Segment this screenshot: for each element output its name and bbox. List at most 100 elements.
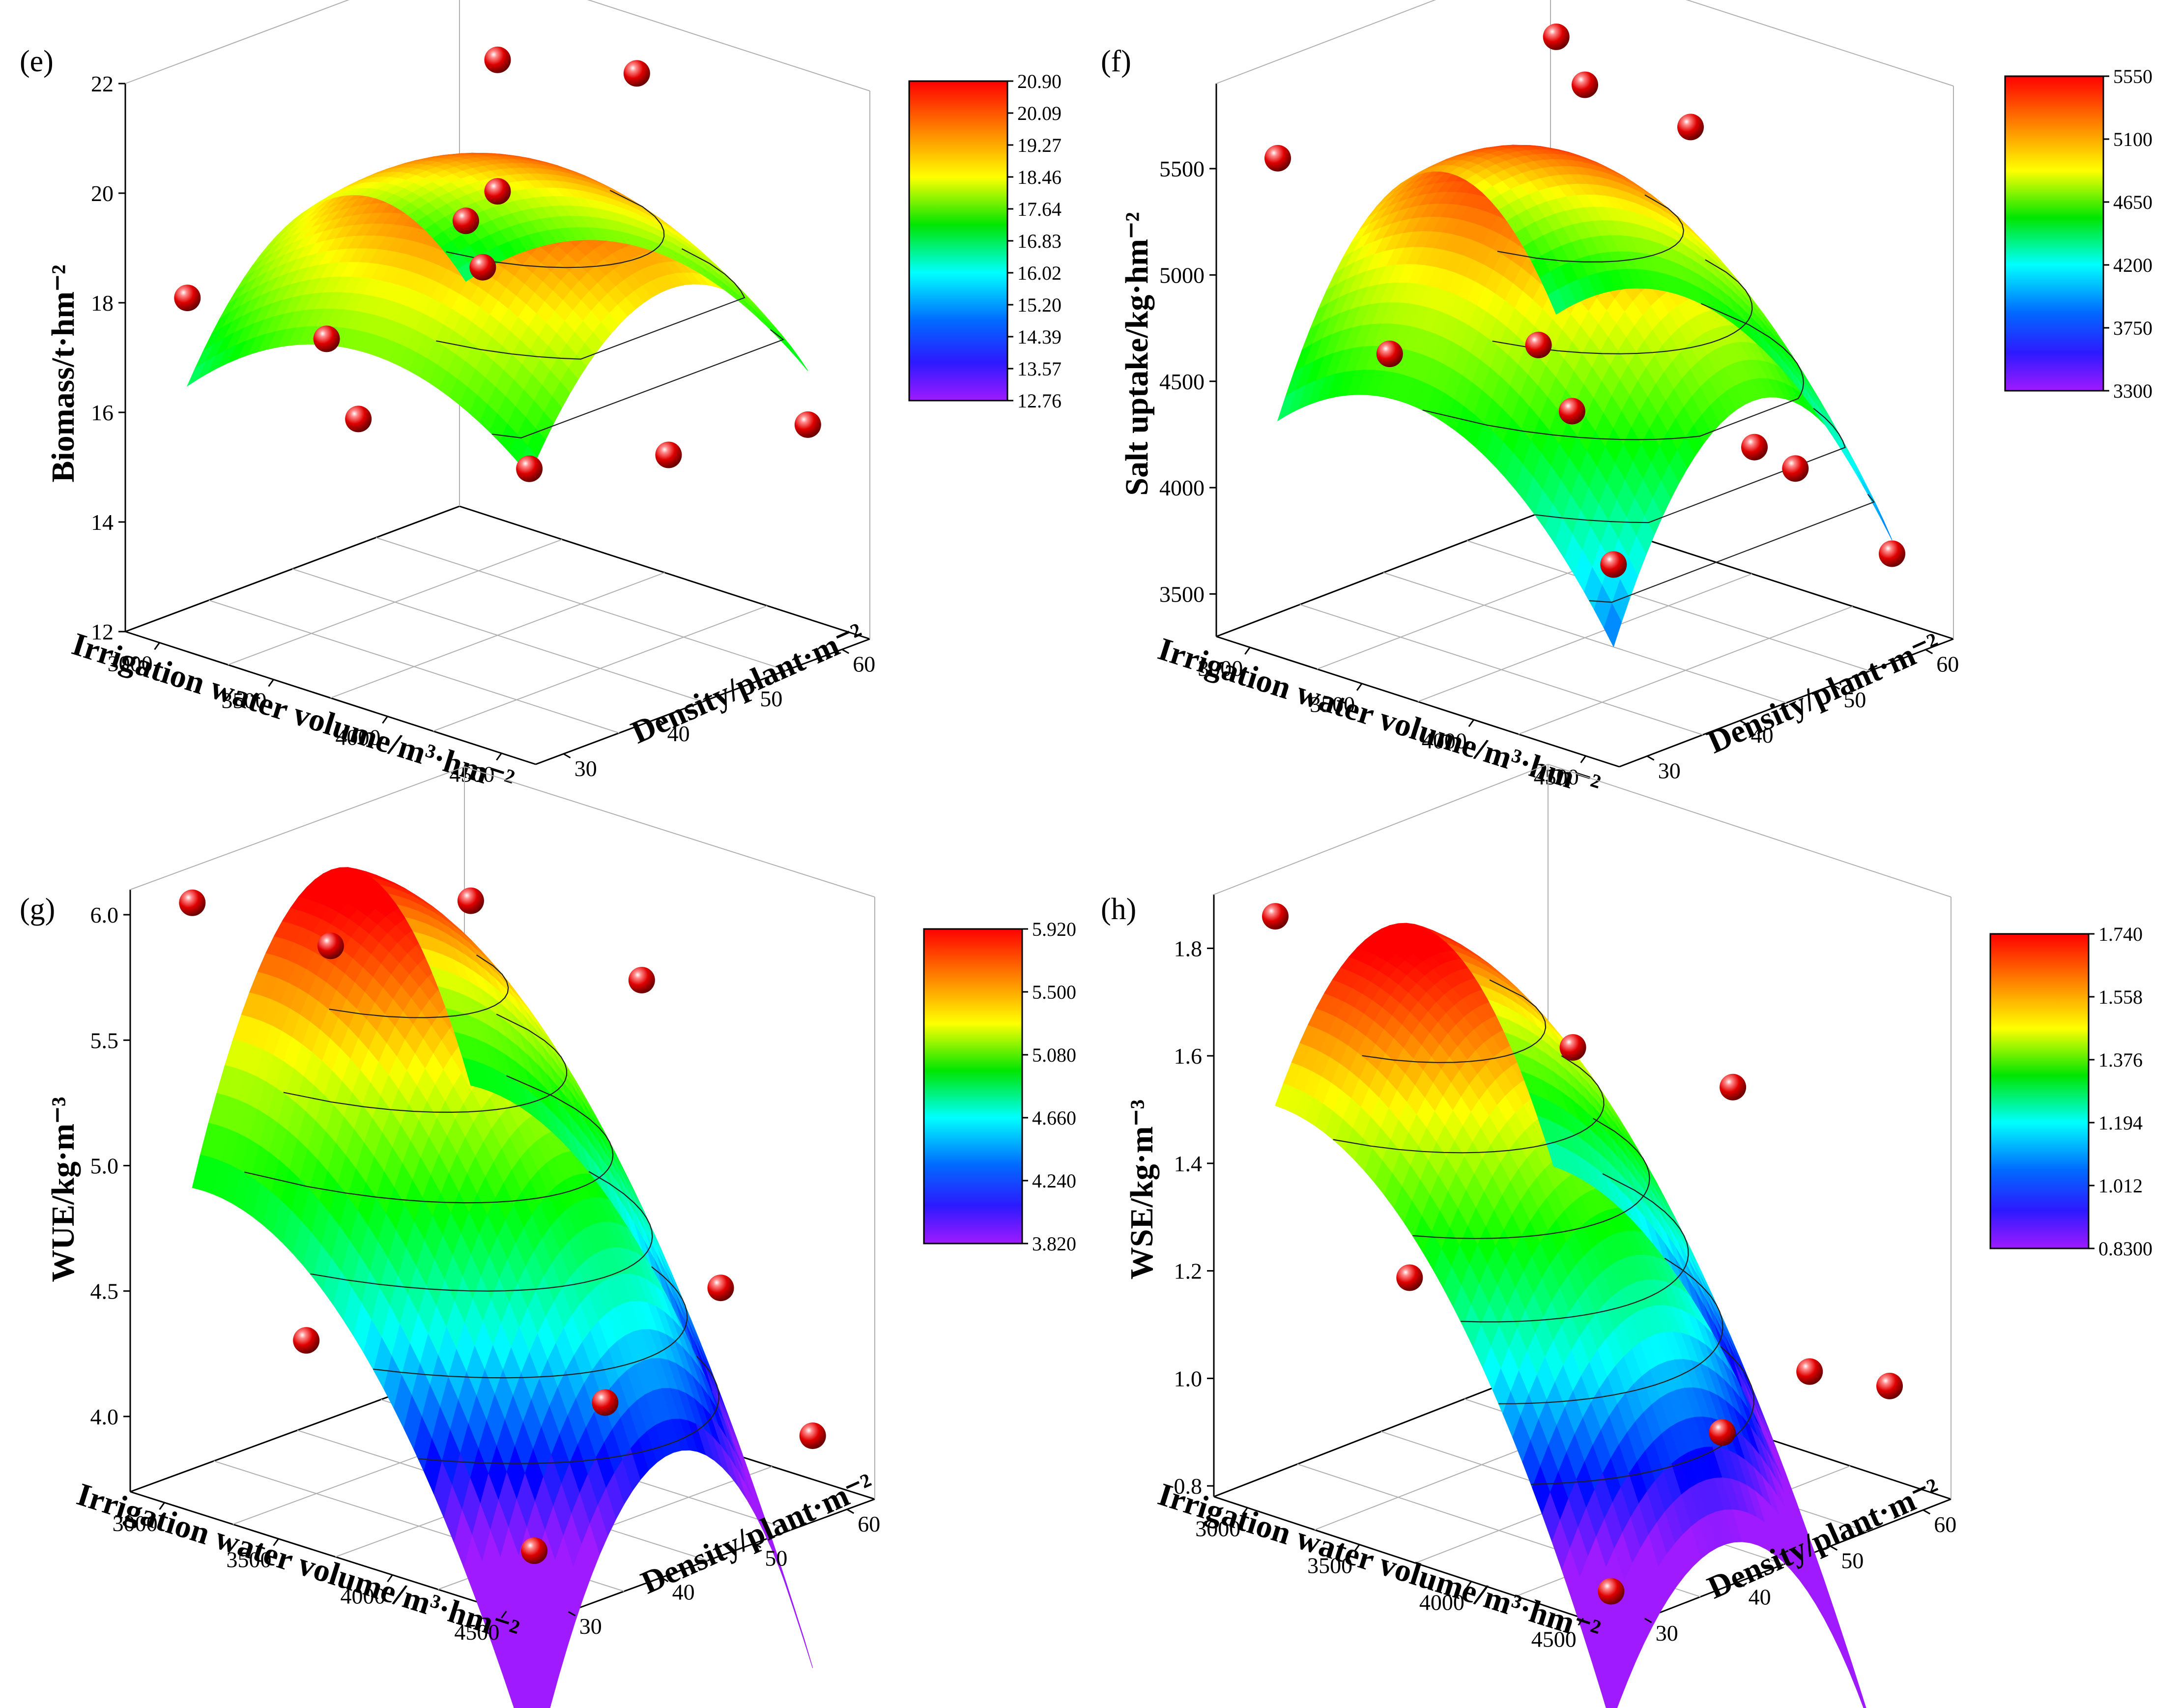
x-tick-mark — [154, 642, 160, 650]
z-axis-title: Salt uptake/kg·hm⁻² — [1119, 212, 1155, 495]
z-tick-label: 5.0 — [90, 1154, 119, 1179]
y-axis-title: Density/plant·m⁻² — [1702, 626, 1946, 760]
axis-box-edge — [130, 766, 465, 890]
z-tick-label: 4.5 — [90, 1279, 119, 1304]
observed-point — [1782, 455, 1809, 482]
y-tick-mark — [1646, 755, 1655, 761]
surface-facet — [1863, 1702, 1866, 1708]
axis-box-edge — [125, 0, 350, 84]
observed-point — [1559, 1034, 1586, 1061]
y-tick-mark — [656, 718, 664, 724]
floor-gridline — [292, 568, 703, 702]
surface-facet — [1826, 415, 1845, 449]
y-tick-label: 60 — [858, 1511, 880, 1536]
axis-box-edge — [464, 766, 875, 897]
colorbar-tick-label: 4200 — [2113, 254, 2152, 276]
observed-point — [293, 1327, 320, 1354]
z-tick-label: 14 — [91, 510, 114, 535]
panel-label: (e) — [20, 45, 54, 78]
colorbar-tick-label: 1.194 — [2098, 1112, 2143, 1134]
contour-line — [446, 190, 665, 268]
observed-point — [794, 411, 821, 438]
surface-facet — [1851, 1663, 1866, 1708]
colorbar-tick-label: 20.09 — [1017, 102, 1062, 124]
axis-box-edge — [1213, 764, 1549, 895]
observed-point — [1525, 331, 1552, 358]
colorbar-tick-label: 14.39 — [1017, 326, 1062, 348]
observed-point — [1600, 551, 1627, 578]
z-tick-label: 4.0 — [90, 1404, 119, 1429]
x-tick-mark — [1244, 647, 1251, 655]
observed-point — [516, 455, 543, 482]
y-tick-label: 60 — [853, 651, 875, 676]
observed-point — [452, 207, 479, 234]
observed-point — [799, 1422, 826, 1449]
colorbar-tick-label: 1.012 — [2098, 1175, 2143, 1197]
observed-point — [1264, 145, 1291, 172]
colorbar-tick-label: 1.740 — [2098, 923, 2143, 945]
z-tick-label: 22 — [91, 71, 114, 96]
observed-point — [1741, 434, 1768, 461]
surface-facet — [1838, 1637, 1857, 1690]
colorbar-tick-label: 19.27 — [1017, 134, 1062, 156]
z-tick-label: 5000 — [1159, 262, 1205, 288]
observed-point — [313, 325, 340, 352]
x-axis-title: Irrigation water volume/m³·hm⁻² — [1154, 631, 1605, 804]
z-tick-label: 6.0 — [90, 902, 119, 927]
z-tick-label: 1.2 — [1174, 1259, 1203, 1284]
panel-label: (f) — [1101, 45, 1131, 78]
y-tick-label: 60 — [1934, 1512, 1956, 1537]
observed-point — [1796, 1358, 1823, 1385]
response-surface — [186, 152, 808, 476]
z-tick-label: 1.4 — [1174, 1151, 1203, 1176]
axis-box-edge — [1686, 0, 1954, 87]
observed-point — [345, 405, 372, 433]
colorbar-tick-label: 16.02 — [1017, 262, 1062, 284]
axis-box-edge — [1548, 764, 1951, 897]
colorbar-tick-label: 16.83 — [1017, 230, 1062, 252]
z-tick-label: 16 — [91, 400, 114, 425]
x-tick-label: 4000 — [336, 725, 381, 750]
observed-point — [457, 887, 484, 914]
z-axis-title: Biomass/t·hm⁻² — [45, 264, 81, 482]
x-axis-title: Irrigation water volume/m³·hm⁻² — [1154, 1476, 1605, 1650]
colorbar-tick-label: 0.8300 — [2098, 1238, 2152, 1260]
observed-point — [1677, 114, 1704, 141]
z-axis-title: WSE/kg·m⁻³ — [1124, 1100, 1160, 1279]
y-tick-label: 50 — [765, 1545, 787, 1570]
axis-box-edge — [587, 0, 870, 91]
z-tick-label: 3500 — [1159, 582, 1205, 607]
colorbar-tick-label: 3.820 — [1032, 1233, 1076, 1255]
observed-point — [1572, 71, 1598, 98]
colorbar-tick-label: 5.920 — [1032, 918, 1076, 940]
observed-point — [317, 932, 344, 959]
z-tick-label: 1.6 — [1174, 1043, 1203, 1069]
colorbar-tick-label: 4650 — [2113, 191, 2152, 213]
colorbar-gradient — [908, 80, 1008, 402]
observed-point — [1558, 398, 1585, 425]
colorbar-tick-label: 17.64 — [1017, 198, 1062, 220]
colorbar-tick-label: 1.376 — [2098, 1049, 2143, 1071]
colorbar-tick-label: 5.500 — [1032, 981, 1076, 1003]
colorbar-tick-label: 15.20 — [1017, 294, 1062, 316]
contour-line — [436, 248, 746, 360]
z-tick-label: 5500 — [1159, 156, 1205, 181]
observed-point — [1396, 1264, 1423, 1291]
observed-point — [484, 46, 511, 73]
observed-point — [1879, 540, 1905, 567]
colorbar-tick-label: 4.240 — [1032, 1170, 1076, 1192]
colorbar-tick-label: 5550 — [2113, 65, 2152, 87]
floor-gridline — [375, 537, 787, 671]
x-tick-mark — [1356, 683, 1363, 691]
x-tick-mark — [1468, 719, 1475, 727]
z-tick-label: 18 — [91, 290, 114, 316]
z-tick-label: 4500 — [1159, 369, 1205, 394]
colorbar-tick-label: 20.90 — [1017, 70, 1062, 92]
observed-point — [592, 1389, 619, 1416]
